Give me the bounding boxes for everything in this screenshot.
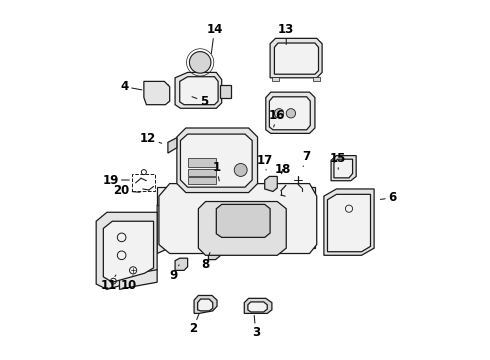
Text: 16: 16 — [269, 109, 286, 127]
Polygon shape — [334, 159, 353, 178]
Text: 18: 18 — [274, 163, 291, 176]
Bar — [188, 177, 216, 184]
Circle shape — [190, 51, 211, 73]
Text: 4: 4 — [121, 80, 142, 93]
Text: 3: 3 — [252, 315, 260, 339]
Circle shape — [274, 109, 284, 118]
Polygon shape — [180, 134, 252, 187]
Text: 11: 11 — [100, 275, 117, 292]
Polygon shape — [177, 128, 258, 193]
Polygon shape — [216, 204, 270, 237]
Circle shape — [234, 163, 247, 176]
Polygon shape — [96, 212, 157, 289]
Bar — [188, 158, 216, 167]
Text: 1: 1 — [212, 161, 220, 181]
Polygon shape — [245, 298, 272, 314]
Circle shape — [286, 109, 295, 118]
Polygon shape — [208, 244, 220, 260]
Polygon shape — [175, 258, 188, 270]
Text: 20: 20 — [113, 184, 140, 197]
Text: 7: 7 — [302, 150, 310, 167]
Text: 14: 14 — [206, 23, 223, 54]
Text: 5: 5 — [192, 95, 208, 108]
Bar — [313, 77, 320, 81]
Text: 17: 17 — [257, 154, 273, 170]
Polygon shape — [270, 97, 310, 130]
Polygon shape — [274, 43, 318, 74]
Text: 8: 8 — [201, 252, 210, 271]
Polygon shape — [331, 156, 356, 181]
Polygon shape — [103, 221, 153, 282]
Polygon shape — [168, 138, 177, 153]
Polygon shape — [197, 299, 213, 311]
Polygon shape — [120, 270, 157, 289]
Text: 9: 9 — [169, 265, 179, 282]
Polygon shape — [180, 77, 218, 105]
Polygon shape — [220, 85, 231, 98]
Text: 15: 15 — [330, 152, 346, 169]
Polygon shape — [265, 176, 277, 192]
Polygon shape — [175, 72, 221, 108]
Polygon shape — [327, 194, 370, 252]
Bar — [272, 77, 279, 81]
Polygon shape — [144, 81, 170, 105]
Text: 12: 12 — [140, 132, 162, 145]
Polygon shape — [163, 205, 315, 248]
Polygon shape — [248, 302, 267, 312]
Text: 19: 19 — [102, 174, 129, 186]
Polygon shape — [270, 39, 322, 78]
Text: 2: 2 — [189, 314, 199, 335]
Polygon shape — [157, 194, 177, 253]
Text: 6: 6 — [380, 192, 396, 204]
Bar — [132, 174, 155, 192]
Polygon shape — [159, 184, 317, 253]
Polygon shape — [198, 202, 286, 255]
Text: 13: 13 — [278, 23, 294, 45]
Bar — [188, 168, 216, 176]
Polygon shape — [266, 92, 315, 134]
Polygon shape — [324, 189, 374, 255]
Text: 10: 10 — [121, 276, 137, 292]
Polygon shape — [194, 296, 217, 314]
Polygon shape — [157, 187, 315, 205]
